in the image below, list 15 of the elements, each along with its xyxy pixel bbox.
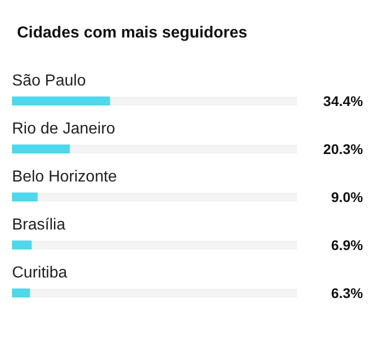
- y-tick-label: Belo Horizonte: [12, 168, 118, 186]
- bar: [12, 288, 30, 298]
- data-label: 9.0%: [331, 189, 364, 205]
- data-label: 6.9%: [331, 237, 364, 253]
- data-label: 20.3%: [323, 141, 364, 157]
- bar: [12, 144, 70, 154]
- y-tick-label: Brasília: [12, 216, 66, 234]
- y-tick-label: Rio de Janeiro: [12, 120, 116, 138]
- bar: [12, 240, 32, 250]
- data-label: 6.3%: [331, 285, 364, 301]
- y-tick-label: Curitiba: [12, 264, 68, 282]
- data-label: 34.4%: [323, 93, 364, 109]
- bar: [12, 192, 38, 202]
- chart-title: Cidades com mais seguidores: [17, 24, 248, 42]
- y-tick-label: São Paulo: [12, 72, 86, 90]
